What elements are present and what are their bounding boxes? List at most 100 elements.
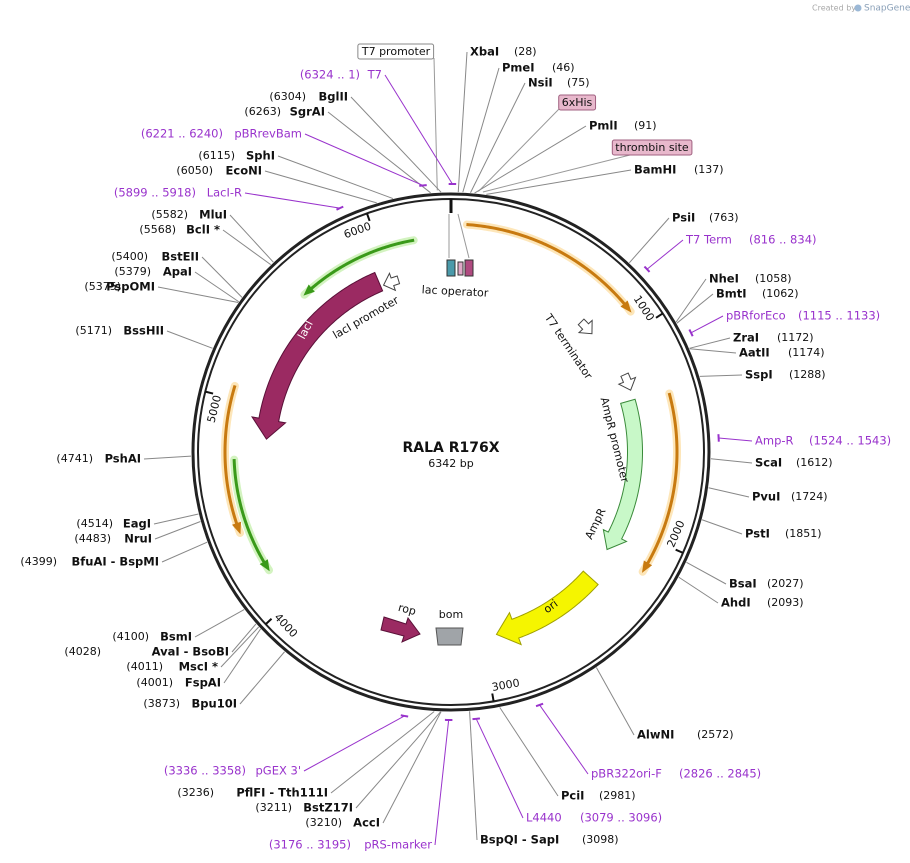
bom-shape (435, 627, 464, 646)
site-position: (28) (514, 45, 537, 58)
site-position: (6115) (198, 149, 235, 162)
site-name: PmlI (589, 119, 618, 133)
site-connector (201, 256, 243, 298)
site-connector (457, 51, 468, 193)
site-position: (6050) (176, 164, 213, 177)
feature-label: T7 promoter (357, 43, 435, 60)
site-position: (3236) (177, 786, 214, 799)
site-position: (5568) (139, 223, 176, 236)
feature-box (357, 43, 435, 60)
site-connector (166, 330, 213, 349)
ring-tick-label: 3000 (491, 676, 521, 694)
site-name: BfuAI - BspMI (72, 555, 159, 569)
site-position: (4011) (126, 660, 163, 673)
site-position: (1724) (791, 490, 828, 503)
site-name: MscI * (179, 660, 218, 674)
site-name: PflFI - Tth111I (236, 786, 328, 800)
site-name: PstI (745, 527, 770, 541)
primer-mark (688, 329, 694, 337)
ring-tick (366, 213, 371, 222)
t7-terminator-arrow (577, 318, 593, 335)
feature-connector (433, 57, 438, 191)
site-connector (154, 521, 201, 540)
primer-range: (2826 .. 2845) (679, 767, 761, 781)
site-connector (595, 667, 635, 736)
site-connector (701, 519, 743, 535)
orange-arc (641, 392, 679, 573)
site-name: EcoNI (226, 164, 262, 178)
site-connector (264, 170, 377, 204)
site-connector (220, 626, 260, 668)
site-position: (1172) (777, 331, 814, 344)
site-name: BstZ17I (303, 801, 353, 815)
site-connector (628, 217, 670, 264)
site-name: AccI (353, 816, 380, 830)
site-name: PvuI (752, 490, 780, 504)
primer-range: (3079 .. 3096) (580, 811, 662, 825)
feature-text: 6xHis (562, 96, 593, 109)
primer-connector (475, 718, 524, 819)
ring-tick (675, 548, 684, 554)
site-position: (4028) (64, 645, 101, 658)
primer-name: LacI-R (207, 186, 242, 200)
site-position: (3098) (582, 833, 619, 846)
site-position: (1612) (796, 456, 833, 469)
ori-arrow (495, 570, 599, 646)
feature-box (558, 94, 597, 111)
site-connector (194, 609, 245, 638)
site-name: BglII (319, 90, 349, 104)
site-name: BclI * (186, 223, 220, 237)
feature-text: rop (397, 601, 418, 618)
site-connector (239, 651, 285, 705)
site-connector (157, 286, 239, 303)
site-connector (699, 374, 743, 377)
primer-range: (816 .. 834) (749, 233, 817, 247)
site-connector (330, 711, 435, 794)
site-position: (46) (552, 61, 575, 74)
site-position: (137) (694, 163, 724, 176)
site-position: (5171) (75, 324, 112, 337)
site-position: (6304) (269, 90, 306, 103)
site-connector (686, 561, 727, 585)
site-connector (676, 293, 714, 324)
site-connector (161, 541, 208, 563)
primer-range: (1115 .. 1133) (798, 309, 880, 323)
orange-arc (223, 385, 242, 535)
primer-name: pBR322ori-F (591, 767, 662, 781)
primer-name: pGEX 3' (256, 764, 302, 778)
site-connector (222, 229, 272, 266)
site-position: (4100) (112, 630, 149, 643)
site-connector (675, 278, 707, 323)
connector (457, 213, 470, 259)
site-position: (5400) (111, 250, 148, 263)
site-name: NsiI (528, 76, 553, 90)
site-connector (327, 111, 431, 194)
site-position: (4741) (56, 452, 93, 465)
site-name: PmeI (502, 61, 535, 75)
green-arc-glow (230, 455, 274, 575)
feature-label: lac operator (421, 283, 489, 299)
site-position: (3210) (305, 816, 342, 829)
primer-range: (3176 .. 3195) (269, 838, 351, 852)
his-mark (457, 261, 464, 276)
site-connector (229, 214, 274, 263)
site-position: (2981) (599, 789, 636, 802)
site-position: (3211) (255, 801, 292, 814)
primer-range: (3336 .. 3358) (164, 764, 246, 778)
site-name: BssHII (123, 324, 164, 338)
ring-tick-label: 5000 (205, 394, 224, 424)
site-position: (763) (709, 211, 739, 224)
site-name: PsiI (672, 211, 695, 225)
site-connector (678, 576, 719, 604)
site-name: PspOMI (106, 280, 155, 294)
site-position: (5379) (114, 265, 151, 278)
site-name: BmtI (716, 287, 747, 301)
primer-connector (539, 704, 589, 775)
site-name: ZraI (733, 331, 759, 345)
site-connector (689, 337, 731, 349)
site-connector (470, 82, 526, 193)
site-connector (469, 711, 478, 841)
site-position: (5582) (151, 208, 188, 221)
